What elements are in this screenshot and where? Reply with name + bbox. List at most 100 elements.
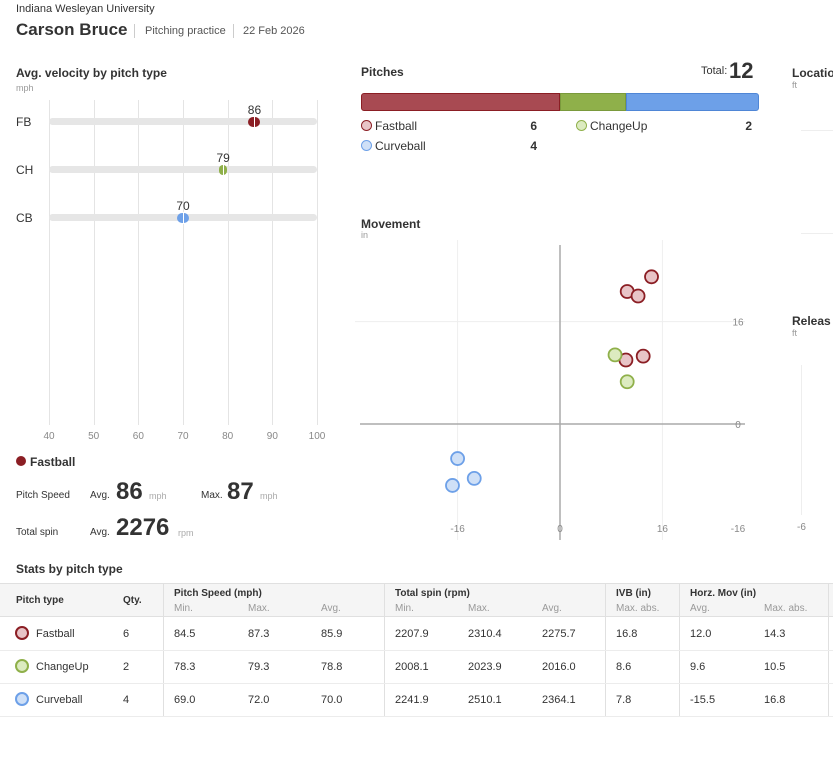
pitch-share-bar-changeup[interactable]: [560, 93, 627, 111]
col-pitch-type[interactable]: Pitch type: [16, 595, 64, 606]
movement-x-tick-label: 0: [557, 524, 563, 535]
row-curveball-speed-avg: 70.0: [321, 694, 343, 706]
movement-point-curveball[interactable]: [450, 451, 465, 466]
legend-curveball-label[interactable]: Curveball: [375, 139, 426, 153]
col-speed-avg: Avg.: [321, 603, 341, 614]
movement-point-curveball[interactable]: [466, 470, 482, 486]
speed-avg-value: 86: [116, 478, 143, 505]
col-total-spin[interactable]: Total spin (rpm): [395, 588, 470, 599]
movement-point-changeup[interactable]: [619, 374, 635, 390]
velocity-gridline: [317, 100, 318, 425]
velocity-track-ch: [49, 166, 317, 173]
velocity-value-ch: 79: [216, 151, 230, 165]
pitch-share-bar-fastball[interactable]: [361, 93, 560, 111]
velocity-gridline: [183, 100, 184, 425]
col-qty[interactable]: Qty.: [123, 595, 142, 606]
velocity-tick-label: 100: [308, 431, 326, 442]
movement-point-fastball[interactable]: [635, 348, 651, 364]
legend-changeup-label[interactable]: ChangeUp: [590, 119, 648, 133]
row-changeup-horz-avg: 9.6: [690, 661, 706, 673]
row-fastball-name[interactable]: Fastball: [36, 628, 75, 640]
col-spin-max: Max.: [468, 603, 490, 614]
row-changeup-name[interactable]: ChangeUp: [36, 661, 89, 673]
velocity-title: Avg. velocity by pitch type: [16, 66, 167, 80]
velocity-label-cb: CB: [16, 211, 33, 225]
pitch-share-bar-curveball[interactable]: [626, 93, 759, 111]
legend-fastball-label[interactable]: Fastball: [375, 119, 418, 133]
row-changeup-speed-min: 78.3: [174, 661, 196, 673]
velocity-tick-label: 70: [177, 431, 189, 442]
legend-curveball-count: 4: [530, 139, 537, 153]
row-fastball-spin-max: 2310.4: [468, 628, 502, 640]
col-pitch-speed[interactable]: Pitch Speed (mph): [174, 588, 262, 599]
movement-point-fastball[interactable]: [630, 288, 646, 304]
col-horz-mov[interactable]: Horz. Mov (in): [690, 588, 757, 599]
row-divider: [0, 683, 833, 684]
movement-unit: in: [361, 230, 369, 240]
pitch-speed-label: Pitch Speed: [16, 490, 70, 501]
movement-point-fastball[interactable]: [644, 269, 659, 285]
velocity-gridline: [93, 100, 95, 425]
movement-y-tick-label: -16: [731, 524, 746, 535]
row-divider: [0, 650, 833, 651]
velocity-track-fb: [49, 118, 317, 125]
col-horz-max-abs: Max. abs.: [764, 603, 808, 614]
movement-point-changeup[interactable]: [607, 347, 623, 363]
spin-avg-value: 2276: [116, 514, 170, 541]
col-spin-min: Min.: [395, 603, 414, 614]
total-spin-label: Total spin: [16, 527, 59, 538]
release-x-tick: -6: [797, 522, 806, 533]
velocity-label-fb: FB: [16, 115, 32, 129]
row-changeup-horz-max: 10.5: [764, 661, 786, 673]
row-fastball-spin-avg: 2275.7: [542, 628, 576, 640]
spin-avg-unit: rpm: [178, 528, 194, 538]
fastball-row-icon: [15, 626, 29, 640]
header-divider: [134, 24, 135, 38]
movement-point-curveball[interactable]: [445, 478, 460, 493]
row-fastball-horz-avg: 12.0: [690, 628, 712, 640]
speed-avg-unit: mph: [149, 491, 167, 501]
velocity-tick-label: 40: [43, 431, 55, 442]
release-unit: ft: [792, 328, 798, 338]
row-curveball-speed-max: 72.0: [248, 694, 270, 706]
selected-pitch-name: Fastball: [30, 455, 76, 469]
row-curveball-ivb: 7.8: [616, 694, 632, 706]
col-horz-avg: Avg.: [690, 603, 710, 614]
location-gridline: [801, 233, 833, 234]
row-fastball-speed-max: 87.3: [248, 628, 270, 640]
pitches-total-label: Total:: [701, 65, 728, 77]
pitches-title: Pitches: [361, 65, 404, 79]
fastball-legend-icon[interactable]: [361, 120, 372, 131]
location-title: Locatio: [792, 66, 833, 80]
row-curveball-qty: 4: [123, 694, 130, 706]
movement-x-tick-label: 16: [657, 524, 669, 535]
pitches-total-value: 12: [729, 58, 754, 83]
curveball-legend-icon[interactable]: [361, 140, 372, 151]
speed-avg-label: Avg.: [90, 490, 110, 501]
school-name: Indiana Wesleyan University: [16, 3, 155, 15]
velocity-label-ch: CH: [16, 163, 34, 177]
velocity-value-cb: 70: [176, 199, 190, 213]
changeup-legend-icon[interactable]: [576, 120, 587, 131]
row-fastball-spin-min: 2207.9: [395, 628, 429, 640]
row-changeup-speed-avg: 78.8: [321, 661, 343, 673]
row-curveball-horz-avg: -15.5: [690, 694, 716, 706]
curveball-row-icon: [15, 692, 29, 706]
velocity-tick-label: 90: [266, 431, 278, 442]
fastball-legend-dot: [16, 456, 26, 466]
row-changeup-spin-avg: 2016.0: [542, 661, 576, 673]
row-curveball-name[interactable]: Curveball: [36, 694, 83, 706]
col-ivb-max-abs: Max. abs.: [616, 603, 660, 614]
row-changeup-qty: 2: [123, 661, 130, 673]
velocity-tick-label: 60: [132, 431, 144, 442]
velocity-marker-center: [222, 164, 224, 176]
speed-max-value: 87: [227, 478, 254, 505]
col-ivb[interactable]: IVB (in): [616, 588, 651, 599]
legend-fastball-count: 6: [530, 119, 537, 133]
row-divider: [0, 716, 833, 717]
stats-table-header: [0, 583, 833, 617]
velocity-marker-center: [182, 212, 184, 224]
row-curveball-horz-max: 16.8: [764, 694, 786, 706]
legend-changeup-count: 2: [745, 119, 752, 133]
movement-title: Movement: [361, 217, 421, 231]
